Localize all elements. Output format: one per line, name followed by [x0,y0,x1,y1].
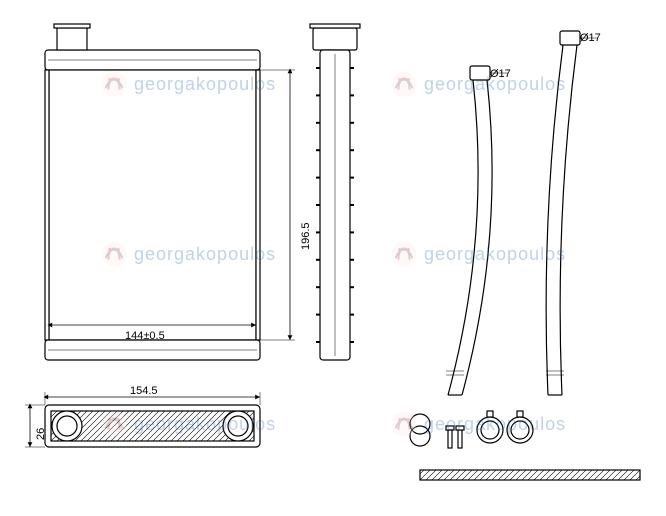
dim-core-height: 196.5 [300,222,312,250]
dim-overall-width: 154.5 [130,385,158,397]
drawing-canvas: { "drawing": { "stroke": "#000000", "str… [0,0,666,516]
dim-pipe-right: Ø17 [580,32,601,44]
dim-depth: 26 [35,428,47,440]
dim-pipe-left: Ø17 [490,68,511,80]
dim-core-width: 144±0.5 [125,330,165,342]
diagram-svg [0,0,666,516]
